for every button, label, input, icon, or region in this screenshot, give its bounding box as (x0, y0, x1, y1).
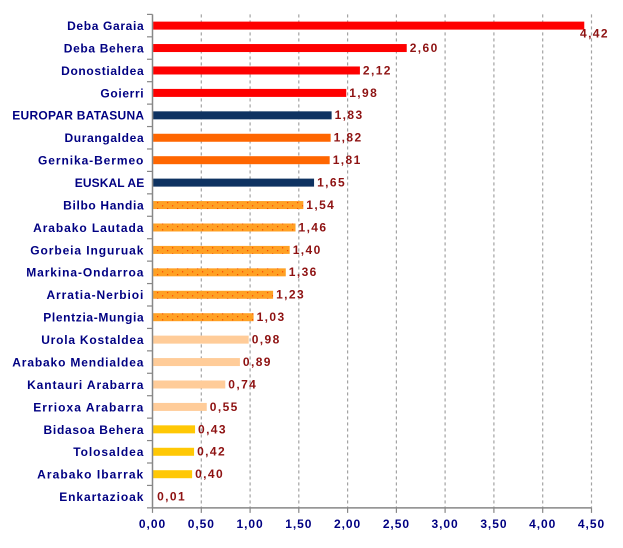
svg-text:Tolosaldea: Tolosaldea (73, 445, 144, 459)
svg-text:4,42: 4,42 (580, 27, 609, 41)
svg-text:2,60: 2,60 (410, 41, 439, 55)
svg-text:0,01: 0,01 (157, 490, 186, 504)
svg-text:2,50: 2,50 (383, 517, 410, 531)
svg-text:Arabako Lautada: Arabako Lautada (33, 221, 144, 235)
svg-text:Gernika-Bermeo: Gernika-Bermeo (38, 154, 144, 168)
svg-text:Durangaldea: Durangaldea (64, 131, 144, 145)
svg-text:Arabako Mendialdea: Arabako Mendialdea (12, 355, 144, 369)
svg-text:1,23: 1,23 (276, 288, 305, 302)
svg-text:0,40: 0,40 (195, 467, 224, 481)
svg-text:0,00: 0,00 (139, 517, 166, 531)
svg-text:1,81: 1,81 (333, 153, 362, 167)
svg-text:Arabako Ibarrak: Arabako Ibarrak (37, 468, 144, 482)
svg-text:Enkartazioak: Enkartazioak (59, 490, 144, 504)
svg-text:Bidasoa Behera: Bidasoa Behera (44, 423, 145, 437)
svg-text:Kantauri Arabarra: Kantauri Arabarra (27, 378, 144, 392)
svg-text:0,43: 0,43 (198, 422, 227, 436)
svg-text:1,98: 1,98 (349, 86, 378, 100)
svg-text:Gorbeia Inguruak: Gorbeia Inguruak (30, 243, 144, 257)
svg-text:1,40: 1,40 (293, 243, 322, 257)
svg-text:EUROPAR BATASUNA: EUROPAR BATASUNA (12, 109, 144, 123)
svg-text:3,00: 3,00 (432, 517, 459, 531)
svg-text:Bilbo Handia: Bilbo Handia (63, 198, 144, 212)
svg-text:0,50: 0,50 (188, 517, 215, 531)
svg-text:1,03: 1,03 (257, 310, 286, 324)
svg-text:0,74: 0,74 (228, 377, 257, 391)
svg-text:Arratia-Nerbioi: Arratia-Nerbioi (46, 288, 144, 302)
svg-text:Markina-Ondarroa: Markina-Ondarroa (26, 266, 144, 280)
svg-text:1,54: 1,54 (306, 198, 335, 212)
svg-text:0,98: 0,98 (252, 333, 281, 347)
svg-text:Urola Kostaldea: Urola Kostaldea (41, 333, 144, 347)
svg-text:1,65: 1,65 (317, 176, 346, 190)
svg-text:0,55: 0,55 (210, 400, 239, 414)
svg-text:Deba Garaia: Deba Garaia (67, 19, 144, 33)
svg-text:1,50: 1,50 (285, 517, 312, 531)
svg-text:0,42: 0,42 (197, 445, 226, 459)
svg-text:1,83: 1,83 (335, 108, 364, 122)
svg-text:Deba Behera: Deba Behera (64, 41, 145, 55)
svg-text:EUSKAL AE: EUSKAL AE (75, 176, 145, 190)
svg-text:3,50: 3,50 (480, 517, 507, 531)
svg-text:Plentzia-Mungia: Plentzia-Mungia (43, 311, 144, 325)
svg-text:Goierri: Goierri (100, 86, 144, 100)
svg-text:2,12: 2,12 (363, 63, 392, 77)
svg-text:1,46: 1,46 (299, 220, 328, 234)
svg-text:Errioxa Arabarra: Errioxa Arabarra (33, 400, 144, 414)
svg-text:1,36: 1,36 (289, 265, 318, 279)
svg-text:1,00: 1,00 (237, 517, 264, 531)
svg-text:4,50: 4,50 (578, 517, 605, 531)
svg-text:Donostialdea: Donostialdea (61, 64, 144, 78)
svg-text:4,00: 4,00 (529, 517, 556, 531)
svg-text:1,82: 1,82 (334, 131, 363, 145)
svg-text:2,00: 2,00 (334, 517, 361, 531)
svg-text:0,89: 0,89 (243, 355, 272, 369)
